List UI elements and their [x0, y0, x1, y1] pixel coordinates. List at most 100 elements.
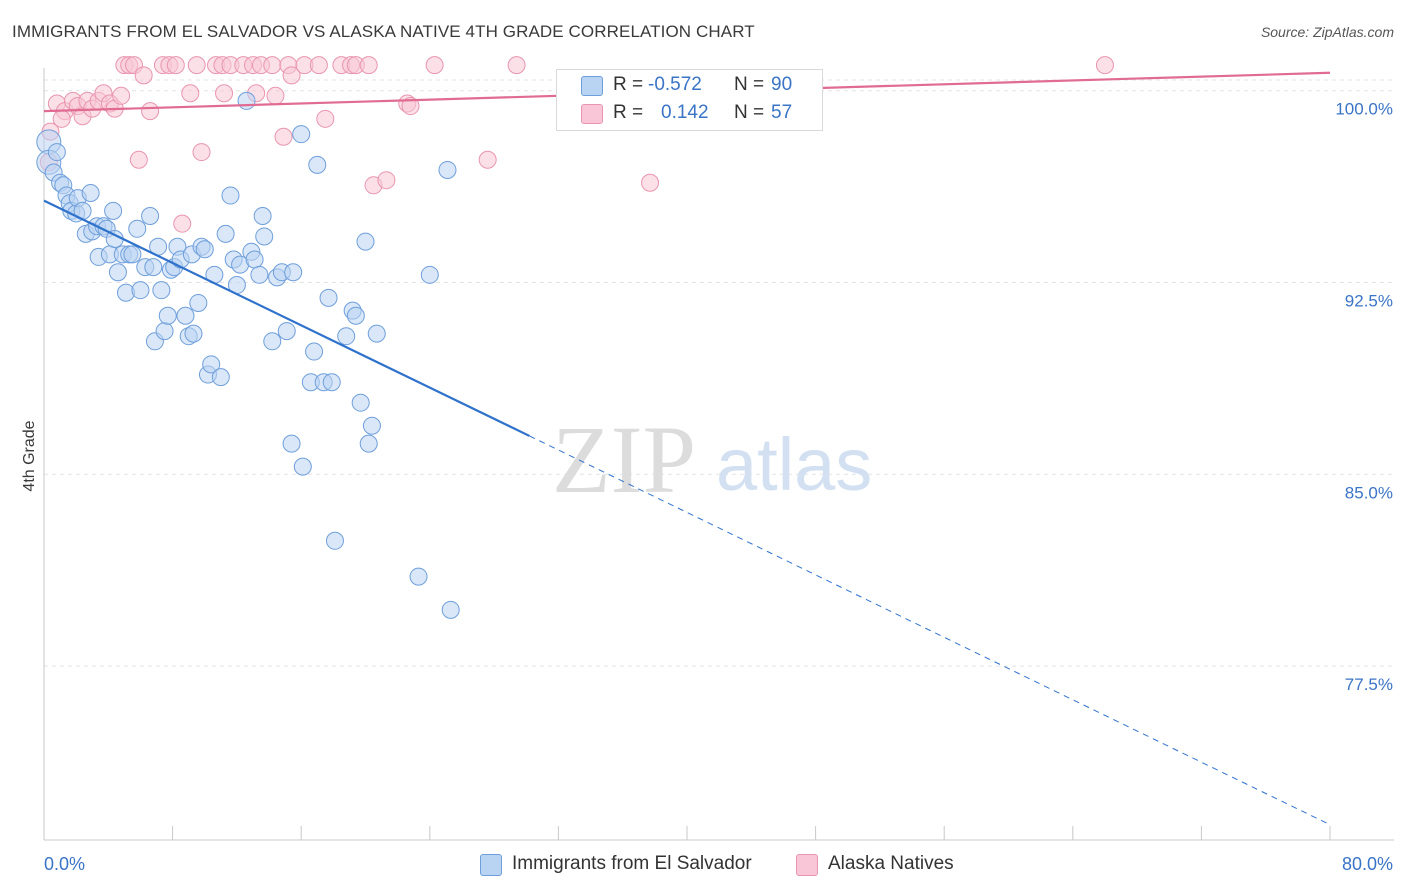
el-salvador-point	[351, 393, 370, 412]
n-label: N =	[734, 102, 765, 123]
el-salvador-point	[253, 207, 272, 225]
alaska-natives-point	[181, 84, 200, 103]
alaska-natives-point	[187, 56, 206, 75]
el-salvador-point	[359, 434, 378, 453]
el-salvador-point	[141, 207, 160, 225]
correlation-legend: R = -0.572 N = 90 R = 0.142 N = 57	[556, 69, 823, 131]
el-salvador-point	[337, 327, 356, 346]
pink-swatch	[581, 104, 603, 124]
x-tick-label: 80.0%	[1342, 854, 1393, 874]
el-salvador-point	[221, 186, 240, 205]
y-tick-label: 85.0%	[1345, 483, 1393, 502]
el-salvador-point	[202, 355, 221, 374]
el-salvador-point	[123, 245, 142, 264]
alaska-natives-point	[129, 150, 148, 169]
el-salvador-point	[152, 281, 171, 300]
el-salvador-point	[367, 324, 386, 343]
legend-label: Alaska Natives	[828, 853, 954, 874]
el-salvador-point	[104, 201, 123, 220]
y-tick-label: 100.0%	[1335, 100, 1393, 119]
blue-swatch	[480, 854, 502, 876]
el-salvador-point	[325, 531, 344, 550]
grid-lines	[44, 79, 1394, 667]
el-salvador-point	[305, 342, 324, 361]
series-legend: Immigrants from El Salvador Alaska Nativ…	[0, 852, 1406, 878]
alaska-natives-point	[309, 56, 328, 75]
legend-row-pink: R = 0.142 N = 57	[557, 100, 822, 128]
el-salvador-point	[144, 258, 163, 277]
el-salvador-point	[108, 263, 127, 282]
n-value: 90	[771, 74, 793, 95]
el-salvador-point	[237, 91, 256, 110]
x-tick-label: 0.0%	[44, 854, 85, 874]
alaska-natives-point	[401, 97, 420, 116]
el-salvador-point	[47, 143, 66, 162]
el-salvador-point	[356, 232, 375, 251]
n-label: N =	[734, 74, 765, 95]
el-salvador-point	[195, 240, 214, 259]
el-salvador-point	[216, 224, 235, 243]
el-salvador-point	[155, 322, 174, 341]
source-credit: Source: ZipAtlas.com	[1260, 24, 1394, 40]
el-salvador-point	[438, 160, 457, 179]
alaska-natives-point	[141, 102, 160, 121]
r-value: 0.142	[661, 102, 709, 123]
alaska-natives-point	[274, 127, 293, 146]
alaska-natives-point	[112, 86, 131, 105]
alaska-natives-point	[215, 84, 234, 103]
r-value: -0.572	[648, 74, 702, 95]
alaska-natives-point	[166, 56, 185, 75]
el-salvador-points	[36, 91, 460, 619]
el-salvador-point	[293, 457, 312, 476]
alaska-natives-point	[134, 66, 153, 85]
alaska-natives-point	[52, 109, 71, 128]
r-label: R =	[613, 102, 644, 123]
legend-label: Immigrants from El Salvador	[512, 853, 752, 874]
el-salvador-point	[322, 373, 341, 392]
el-salvador-point	[277, 322, 296, 341]
el-salvador-point	[420, 265, 439, 284]
alaska-natives-point	[478, 150, 497, 169]
n-value: 57	[771, 102, 793, 123]
el-salvador-point	[362, 416, 381, 435]
y-axis-label: 4th Grade	[21, 420, 38, 491]
el-salvador-trend-line	[43, 199, 530, 437]
y-tick-label: 92.5%	[1345, 291, 1393, 310]
r-label: R =	[613, 74, 644, 95]
blue-swatch	[581, 76, 603, 96]
watermark-atlas: atlas	[716, 423, 872, 506]
alaska-natives-point	[263, 56, 282, 75]
y-tick-label: 77.5%	[1345, 675, 1393, 694]
el-salvador-point	[250, 265, 269, 284]
alaska-natives-point	[173, 214, 192, 233]
alaska-natives-point	[316, 109, 335, 128]
el-salvador-point	[128, 219, 147, 238]
el-salvador-point	[409, 567, 428, 586]
el-salvador-point	[184, 324, 203, 343]
el-salvador-point	[245, 250, 264, 269]
el-salvador-point	[346, 306, 365, 325]
el-salvador-point	[263, 332, 282, 351]
alaska-natives-point	[377, 171, 396, 190]
el-salvador-point	[211, 368, 230, 387]
alaska-natives-point	[1095, 56, 1114, 75]
legend-row-blue: R = -0.572 N = 90	[557, 72, 822, 100]
el-salvador-point	[441, 600, 460, 619]
alaska-natives-point	[507, 56, 526, 75]
el-salvador-point	[319, 288, 338, 307]
alaska-natives-point	[266, 86, 285, 105]
el-salvador-point	[255, 227, 274, 246]
el-salvador-point	[176, 306, 195, 325]
el-salvador-point	[131, 281, 150, 300]
alaska-natives-point	[192, 143, 211, 162]
alaska-natives-points	[39, 56, 1114, 233]
alaska-natives-point	[359, 56, 378, 75]
watermark-zip: ZIP	[552, 406, 696, 513]
axes	[43, 68, 1394, 841]
x-tick-labels: 0.0% 80.0%	[44, 854, 1393, 874]
pink-swatch	[796, 854, 818, 876]
alaska-natives-point	[425, 56, 444, 75]
y-tick-labels: 100.0% 92.5% 85.0% 77.5%	[1335, 100, 1393, 694]
el-salvador-point	[158, 306, 177, 325]
